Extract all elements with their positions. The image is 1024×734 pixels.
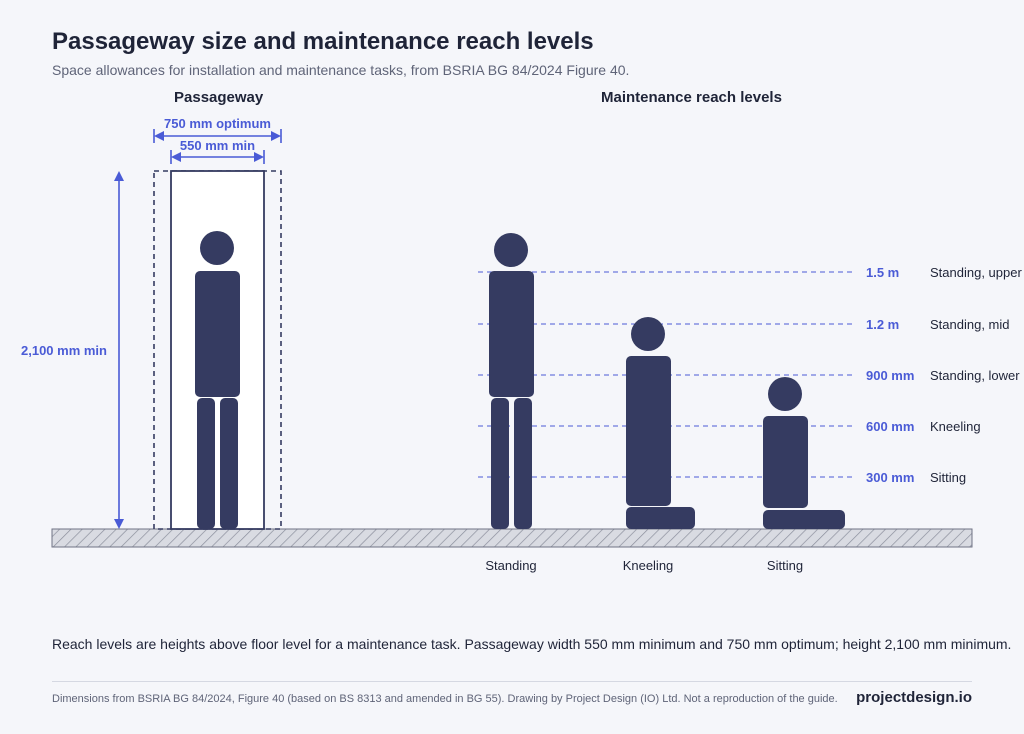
reach-value-label: 1.2 m xyxy=(866,317,899,332)
reach-levels-heading: Maintenance reach levels xyxy=(601,89,782,106)
reach-value-label: 1.5 m xyxy=(866,265,899,280)
minimum-width-label: 550 mm min xyxy=(180,138,255,153)
sitting-figure xyxy=(763,377,845,529)
reach-name-label: Standing, mid xyxy=(930,317,1010,332)
optimum-width-label: 750 mm optimum xyxy=(164,116,271,131)
page-subtitle: Space allowances for installation and ma… xyxy=(52,62,630,78)
reach-value-label: 300 mm xyxy=(866,470,914,485)
reach-name-label: Sitting xyxy=(930,470,966,485)
floor xyxy=(51,528,973,548)
reach-level-labels: 1.5 m Standing, upper 1.2 m Standing, mi… xyxy=(866,265,1022,485)
reach-value-label: 600 mm xyxy=(866,419,914,434)
standing-figure xyxy=(489,233,534,529)
reach-name-label: Standing, upper xyxy=(930,265,1022,280)
reach-name-label: Kneeling xyxy=(930,419,981,434)
explanatory-note: Reach levels are heights above floor lev… xyxy=(52,636,1012,652)
figure-caption-kneeling: Kneeling xyxy=(623,558,674,573)
brand-link[interactable]: projectdesign.io xyxy=(856,689,972,706)
passageway-diagram: 750 mm optimum 550 mm min 2,100 mm min xyxy=(21,116,282,530)
page-title: Passageway size and maintenance reach le… xyxy=(52,28,594,55)
passageway-heading: Passageway xyxy=(174,89,264,106)
footer-credit: Dimensions from BSRIA BG 84/2024, Figure… xyxy=(52,693,838,705)
figure-caption-standing: Standing xyxy=(485,558,536,573)
passageway-person-figure xyxy=(195,231,240,529)
reach-value-label: 900 mm xyxy=(866,368,914,383)
height-label: 2,100 mm min xyxy=(21,343,107,358)
figure-caption-sitting: Sitting xyxy=(767,558,803,573)
kneeling-figure xyxy=(626,317,695,529)
reach-name-label: Standing, lower xyxy=(930,368,1020,383)
footer-divider xyxy=(52,681,972,682)
